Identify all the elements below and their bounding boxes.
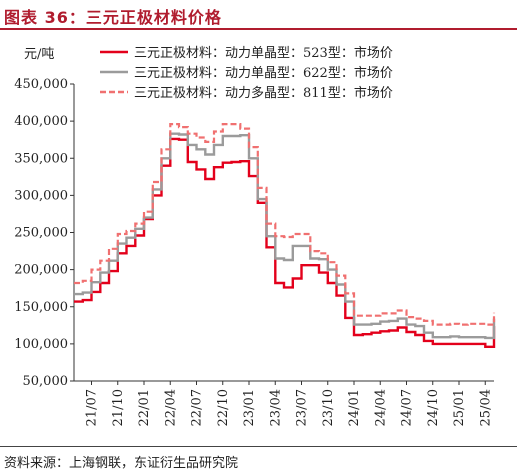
x-tick-label: 22/10 — [216, 389, 231, 426]
series-layer — [74, 123, 496, 348]
x-tick-label: 23/07 — [295, 389, 310, 426]
x-tick-label: 22/01 — [137, 389, 152, 426]
x-tick-label: 23/04 — [268, 389, 283, 426]
x-tick-label: 21/07 — [85, 389, 100, 426]
y-axis-label: 元/吨 — [24, 47, 54, 62]
x-tick-label: 22/07 — [190, 389, 205, 426]
series-line-2 — [74, 132, 496, 340]
y-tick-label: 250,000 — [14, 226, 68, 241]
y-tick-label: 400,000 — [14, 114, 68, 129]
series-line-3 — [74, 123, 496, 326]
footer-rule — [0, 446, 517, 447]
chart: 元/吨 三元正极材料：动力单晶型：523型：市场价三元正极材料：动力单晶型：62… — [14, 45, 496, 426]
y-tick-label: 450,000 — [14, 77, 68, 92]
x-tick-label: 21/10 — [111, 389, 126, 426]
x-tick-label: 24/04 — [373, 389, 388, 426]
y-tick-label: 300,000 — [14, 188, 68, 203]
y-tick-label: 350,000 — [14, 151, 68, 166]
x-tick-label: 24/10 — [426, 389, 441, 426]
x-tick-label: 25/01 — [452, 389, 467, 426]
legend: 三元正极材料：动力单晶型：523型：市场价三元正极材料：动力单晶型：622型：市… — [100, 45, 393, 101]
legend-label-1: 三元正极材料：动力单晶型：523型：市场价 — [134, 45, 393, 61]
y-tick-label: 50,000 — [23, 374, 69, 389]
x-tick-label: 23/10 — [321, 389, 336, 426]
legend-label-3: 三元正极材料：动力多晶型：811型：市场价 — [134, 85, 393, 101]
x-tick-label: 25/04 — [478, 389, 493, 426]
x-axis: 21/07 21/10 22/01 22/04 22/07 22/10 23/01 23/04… — [74, 380, 494, 426]
title-rule — [0, 28, 517, 30]
x-tick-label: 24/01 — [347, 389, 362, 426]
y-tick-label: 150,000 — [14, 300, 68, 315]
x-tick-label: 23/01 — [242, 389, 257, 426]
y-axis: 50,000 100,000 150,000 200,000 250,000 300,00… — [14, 77, 75, 389]
series-line-1 — [74, 137, 496, 348]
figure-title: 图表 36：三元正极材料价格 — [4, 8, 222, 27]
legend-label-2: 三元正极材料：动力单晶型：622型：市场价 — [134, 65, 393, 81]
x-tick-label: 22/04 — [163, 389, 178, 426]
x-tick-label: 24/07 — [400, 389, 415, 426]
y-tick-label: 100,000 — [14, 337, 68, 352]
source-note: 资料来源：上海钢联，东证衍生品研究院 — [4, 456, 239, 471]
y-tick-label: 200,000 — [14, 263, 68, 278]
